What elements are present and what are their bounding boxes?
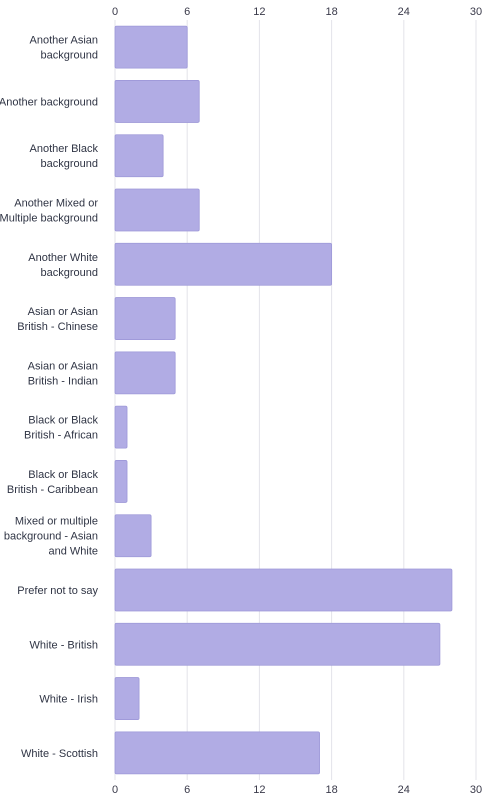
bottom-tick-label: 24 <box>398 784 410 796</box>
bar[interactable] <box>114 622 441 666</box>
bottom-axis: 0 6 12 18 24 30 <box>112 784 482 796</box>
category-label: Prefer not to say <box>17 585 98 597</box>
category-label: White - Irish <box>39 694 98 706</box>
category-label: Asian or Asian British - Indian <box>28 360 98 387</box>
bar[interactable] <box>114 80 200 123</box>
top-tick-label: 12 <box>253 6 265 18</box>
bottom-tick-label: 12 <box>253 784 265 796</box>
bar[interactable] <box>114 405 128 449</box>
bar[interactable] <box>114 568 453 612</box>
category-label: Another Asian background <box>30 35 99 62</box>
bars <box>114 25 453 775</box>
top-tick-label: 6 <box>184 6 190 18</box>
category-label: Another White background <box>28 252 98 279</box>
category-label: White - Scottish <box>21 748 98 760</box>
bar[interactable] <box>114 460 128 503</box>
bottom-tick-label: 30 <box>470 784 482 796</box>
category-label: Another Black background <box>30 143 99 170</box>
top-tick-label: 18 <box>325 6 337 18</box>
category-label: Another Mixed or Multiple background <box>0 198 98 225</box>
category-labels: Another Asian background Another backgroun… <box>0 35 98 760</box>
bar[interactable] <box>114 242 333 286</box>
top-axis: 0 6 12 18 24 30 <box>112 6 482 18</box>
top-tick-label: 24 <box>398 6 410 18</box>
bar[interactable] <box>114 351 176 395</box>
category-label: Black or Black British - Caribbean <box>7 469 99 496</box>
bar[interactable] <box>114 25 188 69</box>
bottom-tick-label: 6 <box>184 784 190 796</box>
bar[interactable] <box>114 297 176 340</box>
bar[interactable] <box>114 731 320 775</box>
category-label: Asian or Asian British - Chinese <box>17 306 98 333</box>
gridlines <box>114 20 477 780</box>
category-label: Mixed or multiple background - Asian and W… <box>4 516 98 558</box>
bar[interactable] <box>114 514 152 558</box>
category-label: White - British <box>30 639 98 651</box>
bar[interactable] <box>114 134 164 178</box>
bar[interactable] <box>114 188 200 232</box>
top-tick-label: 30 <box>470 6 482 18</box>
bottom-tick-label: 0 <box>112 784 118 796</box>
category-label: Another background <box>0 96 98 108</box>
top-tick-label: 0 <box>112 6 118 18</box>
bar[interactable] <box>114 677 140 720</box>
bottom-tick-label: 18 <box>325 784 337 796</box>
category-label: Black or Black British - African <box>24 415 98 442</box>
